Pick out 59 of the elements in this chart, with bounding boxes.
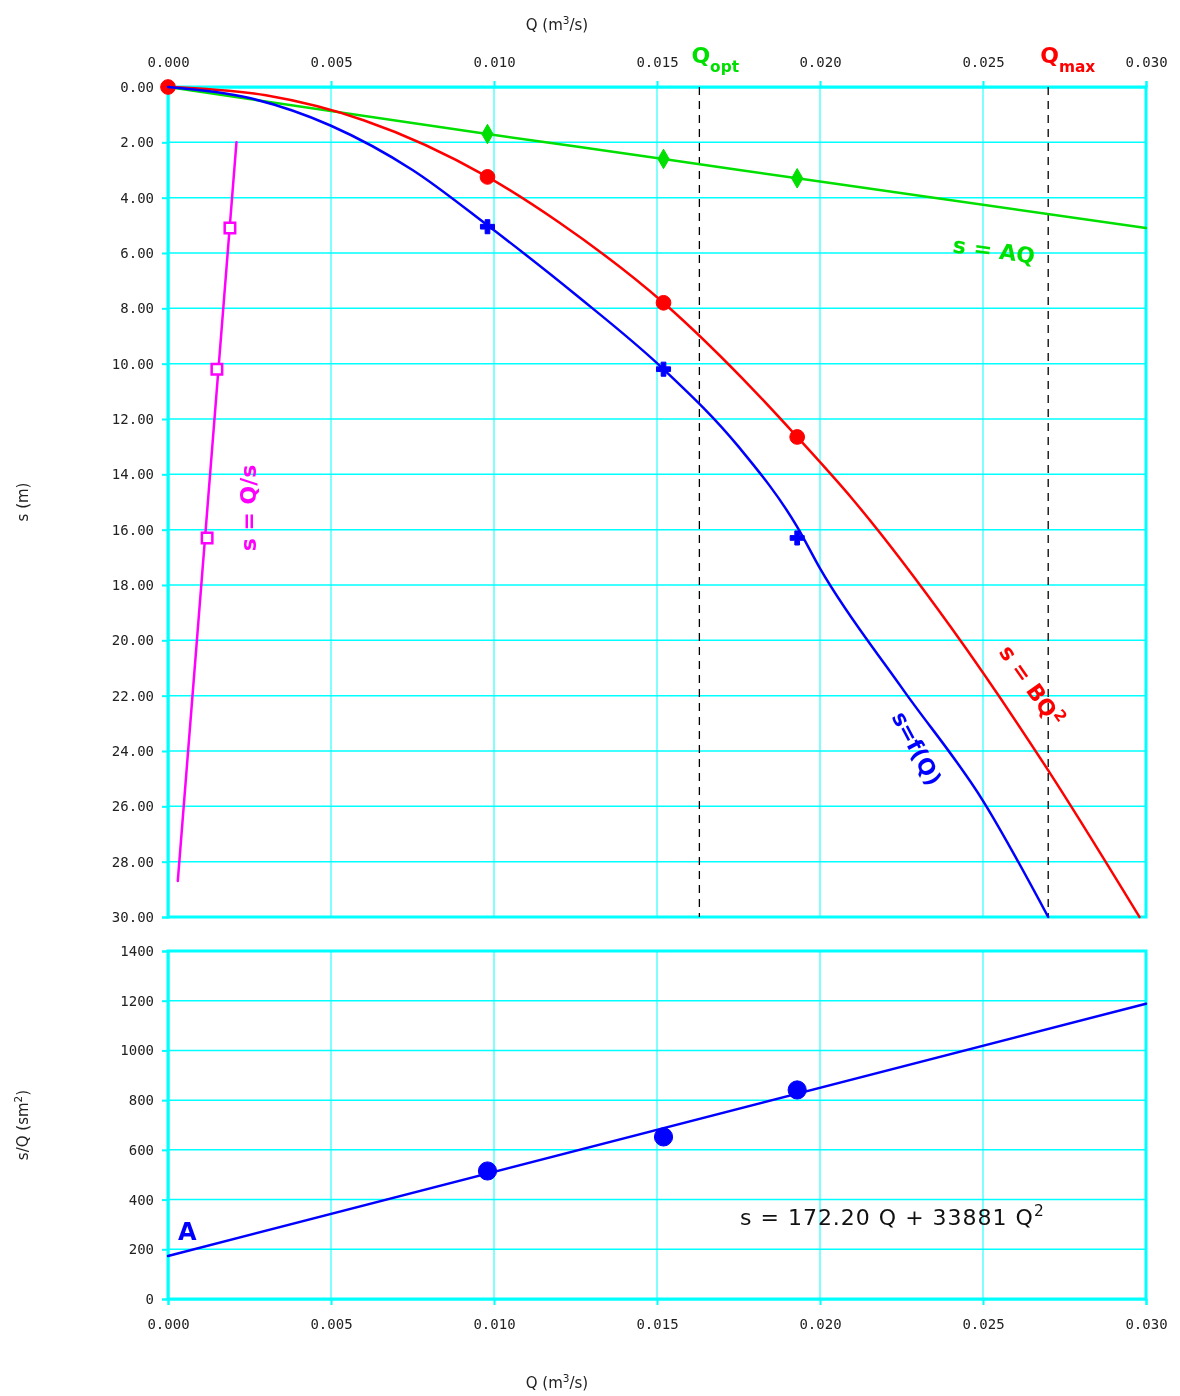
point: [655, 294, 672, 311]
x-tick-label: 0.015: [636, 1315, 679, 1332]
y-tick-label: 1200: [120, 992, 154, 1009]
point: [789, 429, 806, 445]
y-tick-label: 30.00: [111, 908, 154, 925]
x-axis-title: Q (m$^{3}$/s): [525, 1372, 589, 1392]
text: s = AQ: [951, 232, 1037, 269]
y-tick-label: 600: [128, 1141, 154, 1158]
point: [479, 169, 496, 185]
y-tick-label: 2.00: [120, 134, 154, 151]
text: s = Q/s: [236, 464, 261, 552]
annotation: A: [178, 1218, 197, 1246]
y-tick-label: 1000: [120, 1042, 154, 1059]
x-tick-label: 0.010: [473, 54, 516, 70]
x-tick-label: 0.020: [799, 1315, 842, 1332]
x-tick-label: 0.010: [473, 1315, 516, 1332]
y-axis-title: s (m): [14, 482, 32, 522]
point: [479, 219, 496, 235]
ref-line-label: Q$_{max}$: [1040, 43, 1096, 76]
point: [655, 361, 672, 377]
x-tick-label: 0.025: [962, 54, 1005, 70]
y-tick-label: 26.00: [111, 798, 154, 815]
y-tick-label: 22.00: [111, 687, 154, 704]
y-tick-label: 8.00: [120, 300, 154, 317]
y-tick-label: 0.00: [120, 78, 154, 95]
y-tick-label: 16.00: [111, 521, 154, 538]
x-tick-label: 0.000: [147, 54, 190, 70]
point: [789, 530, 805, 546]
y-tick-label: 200: [128, 1241, 154, 1258]
point: [200, 531, 214, 545]
y-tick-label: 28.00: [111, 853, 154, 870]
point: [787, 1080, 807, 1100]
x-tick-label: 0.020: [799, 54, 842, 70]
y-tick-label: 12.00: [111, 410, 154, 427]
x-tick-label: 0.000: [147, 1315, 190, 1332]
y-tick-label: 20.00: [111, 632, 154, 649]
y-tick-label: 400: [128, 1191, 154, 1208]
point: [477, 1161, 498, 1181]
y-tick-label: 24.00: [111, 742, 154, 759]
y-tick-label: 14.00: [111, 466, 154, 483]
x-tick-label: 0.005: [310, 54, 353, 70]
y-tick-label: 10.00: [111, 355, 154, 372]
y-tick-label: 800: [128, 1092, 154, 1109]
point: [653, 1127, 674, 1147]
y-tick-label: 0: [145, 1290, 154, 1307]
y-tick-label: 18.00: [111, 576, 154, 593]
x-tick-label: 0.030: [1125, 1315, 1168, 1332]
ref-line-label: Q$_{opt}$: [691, 43, 740, 76]
x-axis-title: Q (m$^{3}$/s): [525, 14, 589, 34]
point: [210, 362, 224, 376]
y-tick-label: 1400: [120, 942, 154, 959]
point: [223, 221, 237, 235]
x-tick-label: 0.005: [310, 1315, 353, 1332]
x-tick-label: 0.015: [636, 54, 679, 70]
annotation: s = 172.20 Q + 33881 Q$^{2}$: [740, 1202, 1045, 1230]
x-tick-label: 0.025: [962, 1315, 1005, 1332]
y-tick-label: 4.00: [120, 189, 154, 206]
y-tick-label: 6.00: [120, 244, 154, 261]
x-tick-label: 0.030: [1125, 54, 1168, 70]
